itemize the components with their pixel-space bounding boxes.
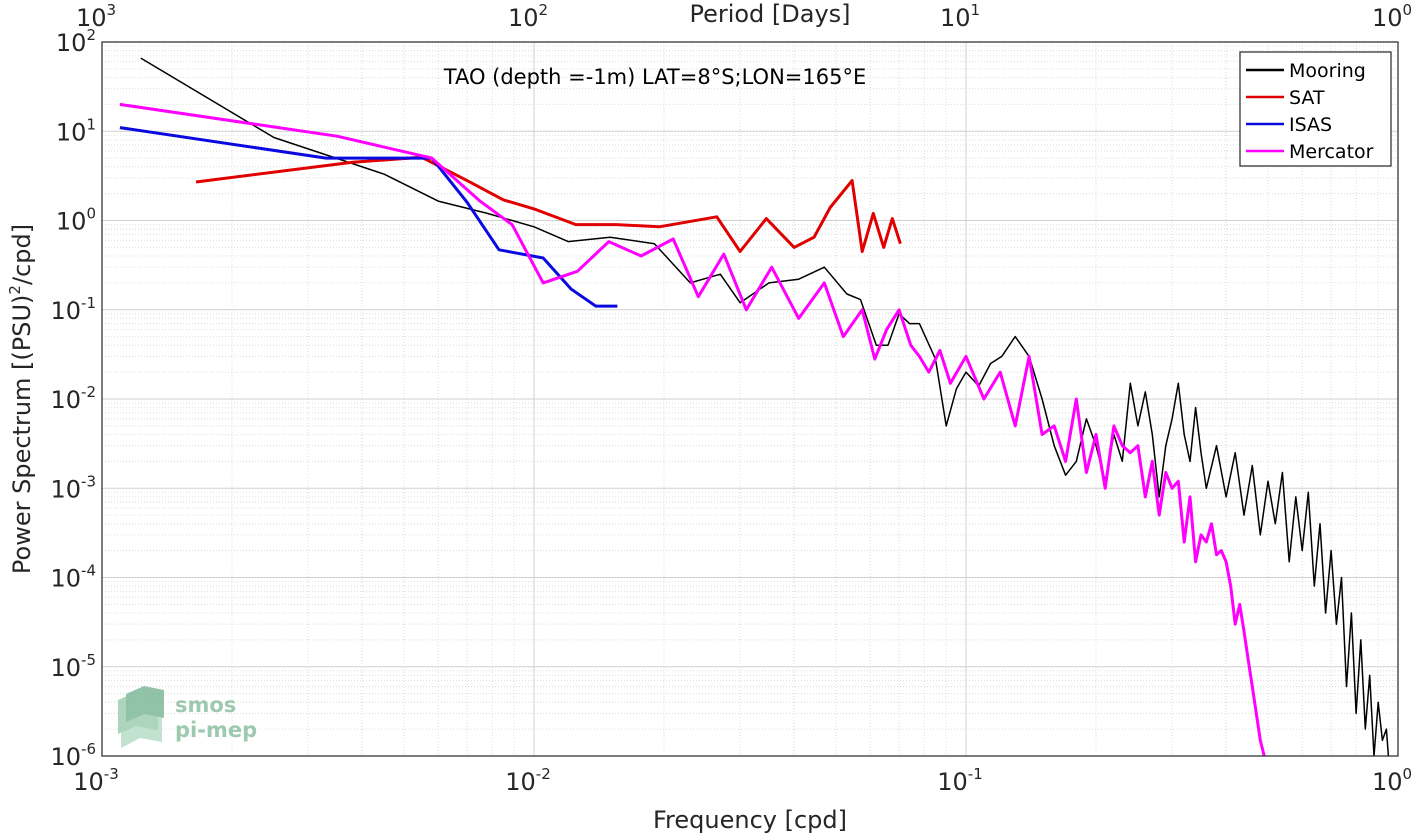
plot-frame <box>101 41 1399 757</box>
y-tick-label-base: 10 <box>50 386 81 414</box>
y-axis-label: Power Spectrum [(PSU)2/cpd] <box>6 224 36 574</box>
top-tick-label: 100 <box>1372 1 1412 32</box>
y-tick-label-exp: -4 <box>81 562 96 580</box>
x-tick-label-base: 10 <box>1372 768 1403 796</box>
top-tick-label-exp: 2 <box>539 1 549 19</box>
top-axis-label: Period [Days] <box>689 0 850 28</box>
legend: Mooring SAT ISAS Mercator <box>1239 51 1392 167</box>
x-tick-label-exp: -1 <box>968 765 983 783</box>
y-tick-label-exp: 2 <box>86 26 96 44</box>
y-tick-label-base: 10 <box>56 118 87 146</box>
x-tick-label-base: 10 <box>505 768 536 796</box>
top-tick-label-base: 10 <box>76 4 107 32</box>
top-tick-label: 102 <box>508 1 548 32</box>
y-tick-label-base: 10 <box>50 475 81 503</box>
y-axis-label-main: Power Spectrum [(PSU) <box>8 295 36 574</box>
top-tick-label: 103 <box>76 1 116 32</box>
top-tick-label-base: 10 <box>1372 4 1403 32</box>
y-tick-label-exp: -6 <box>81 740 96 758</box>
y-tick-label: 10-3 <box>50 472 96 503</box>
y-tick-label: 10-5 <box>50 651 96 682</box>
y-tick-label-base: 10 <box>50 297 81 325</box>
series-line-mooring <box>140 57 1390 756</box>
x-tick-label-exp: -3 <box>104 765 119 783</box>
x-tick-label: 10-3 <box>73 765 119 796</box>
logo-line1: smos <box>175 693 236 717</box>
y-axis-label-unit: /cpd] <box>8 224 36 285</box>
y-tick-label-base: 10 <box>50 743 81 771</box>
y-tick-label-exp: 0 <box>86 205 96 223</box>
y-tick-label: 102 <box>56 26 96 57</box>
series-line-isas <box>119 126 618 308</box>
top-tick-label-base: 10 <box>508 4 539 32</box>
x-tick-label-exp: 0 <box>1403 765 1413 783</box>
x-tick-label-exp: -2 <box>536 765 551 783</box>
legend-label-mercator: Mercator <box>1289 141 1374 163</box>
top-tick-label: 101 <box>940 1 980 32</box>
y-axis-label-sup: 2 <box>6 285 24 295</box>
x-tick-label-base: 10 <box>73 768 104 796</box>
y-tick-label: 10-6 <box>50 740 96 771</box>
top-tick-label-base: 10 <box>940 4 971 32</box>
x-tick-labels: 10-3 10-2 10-1 100 <box>73 765 1412 796</box>
x-tick-label: 100 <box>1372 765 1412 796</box>
top-tick-labels: 103 102 101 100 <box>76 1 1412 32</box>
y-tick-label: 101 <box>56 115 96 146</box>
x-tick-label: 10-1 <box>937 765 983 796</box>
smos-pimep-logo: smos pi-mep <box>118 686 257 748</box>
logo-line2: pi-mep <box>175 718 257 742</box>
series-line-mercator <box>119 102 1266 756</box>
y-tick-label-exp: 1 <box>86 115 96 133</box>
legend-label-mooring: Mooring <box>1289 60 1366 82</box>
x-axis-label: Frequency [cpd] <box>653 806 847 834</box>
top-tick-label-exp: 1 <box>971 1 981 19</box>
y-tick-label: 10-1 <box>50 294 96 325</box>
legend-label-sat: SAT <box>1289 87 1325 109</box>
top-tick-label-exp: 3 <box>107 1 117 19</box>
y-tick-label: 100 <box>56 205 96 236</box>
top-tick-label-exp: 0 <box>1403 1 1413 19</box>
y-tick-label-exp: -3 <box>81 472 96 490</box>
chart-title: TAO (depth =-1m) LAT=8°S;LON=165°E <box>443 65 867 89</box>
legend-label-isas: ISAS <box>1289 114 1332 136</box>
y-tick-label: 10-4 <box>50 562 96 593</box>
y-tick-label-base: 10 <box>50 565 81 593</box>
x-tick-label: 10-2 <box>505 765 551 796</box>
y-tick-label-exp: -1 <box>81 294 96 312</box>
y-tick-label: 10-2 <box>50 383 96 414</box>
y-tick-label-base: 10 <box>56 208 87 236</box>
y-tick-label-base: 10 <box>50 654 81 682</box>
y-tick-label-base: 10 <box>56 29 87 57</box>
legend-items: Mooring SAT ISAS Mercator <box>1246 60 1374 163</box>
series-line-sat <box>195 155 902 253</box>
y-tick-label-exp: -2 <box>81 383 96 401</box>
x-tick-label-base: 10 <box>937 768 968 796</box>
y-tick-label-exp: -5 <box>81 651 96 669</box>
series-group <box>119 57 1390 756</box>
